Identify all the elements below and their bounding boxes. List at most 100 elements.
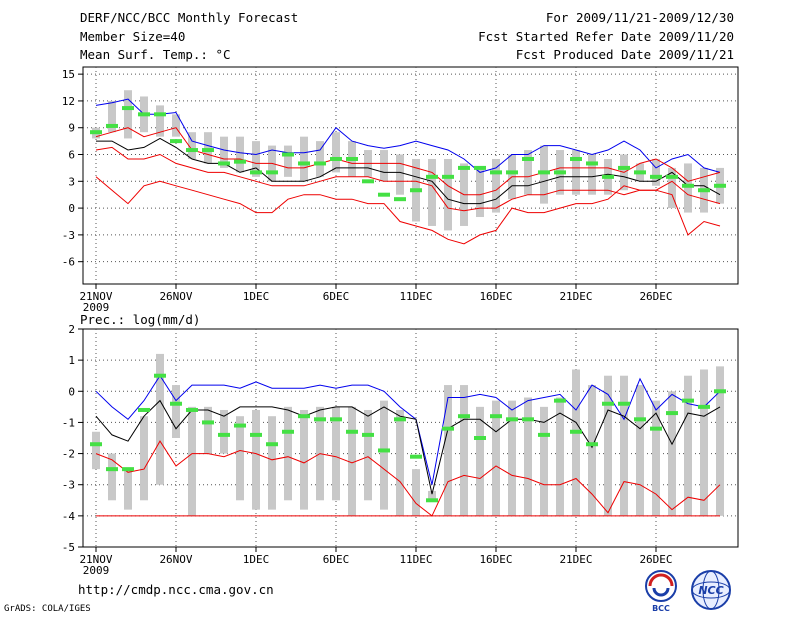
spread-bar <box>236 416 244 501</box>
observed-marker <box>314 417 326 422</box>
temperature-panel: -6 -3 0 3 6 9 12 15 21NOV 26NOV 1DEC 6DEC 11DEC 16DEC… <box>62 66 739 314</box>
y-tick-label: -5 <box>62 541 75 554</box>
observed-marker <box>682 183 694 188</box>
observed-marker <box>202 148 214 153</box>
observed-marker <box>442 174 454 179</box>
spread-bar <box>300 136 308 182</box>
observed-marker <box>618 165 630 170</box>
observed-marker <box>170 139 182 144</box>
observed-marker <box>394 417 406 422</box>
spread-bar <box>108 453 116 501</box>
observed-marker <box>426 498 438 503</box>
spread-bar <box>268 416 276 510</box>
logos: BCC NCC <box>645 570 731 613</box>
observed-marker <box>378 192 390 197</box>
observed-marker <box>650 426 662 431</box>
spread-bar <box>156 353 164 485</box>
fcst-start-date: Fcst Started Refer Date 2009/11/20 <box>478 29 734 44</box>
source-url[interactable]: http://cmdp.ncc.cma.gov.cn <box>78 582 274 597</box>
observed-marker <box>506 170 518 175</box>
x-year-label: 2009 <box>83 301 110 314</box>
spread-bar <box>220 409 228 454</box>
observed-marker <box>698 404 710 409</box>
observed-marker <box>714 183 726 188</box>
observed-marker <box>106 123 118 128</box>
series-line-max <box>95 374 721 485</box>
observed-marker <box>266 442 278 447</box>
observed-marker <box>250 432 262 437</box>
y-tick-label: 0 <box>68 385 75 398</box>
series-line-mean <box>96 137 721 205</box>
observed-marker <box>714 389 726 394</box>
observed-marker <box>538 432 550 437</box>
y-tick-label: 9 <box>68 122 75 135</box>
spread-bar <box>684 163 692 213</box>
spread-bar <box>572 150 580 195</box>
x-tick-label: 26DEC <box>639 553 672 566</box>
x-tick-label: 21NOV <box>79 290 112 303</box>
observed-marker <box>170 401 182 406</box>
observed-marker <box>234 159 246 164</box>
spread-bar <box>492 400 500 516</box>
observed-marker <box>490 414 502 419</box>
grads-credit: GrADS: COLA/IGES <box>4 604 91 614</box>
observed-marker <box>634 170 646 175</box>
series-line-upper_red <box>95 127 721 196</box>
observed-marker <box>586 161 598 166</box>
spread-bar <box>524 397 532 516</box>
spread-bar <box>508 400 516 516</box>
x-tick-label: 1DEC <box>243 290 270 303</box>
spread-bar <box>588 385 596 516</box>
observed-marker <box>314 161 326 166</box>
observed-marker <box>202 420 214 425</box>
spread-bar <box>476 167 484 218</box>
bcc-logo-icon: BCC <box>645 570 677 613</box>
x-tick-label: 6DEC <box>323 553 350 566</box>
spread-bar <box>460 385 468 516</box>
series-line-mean <box>95 399 721 495</box>
spread-bar <box>156 105 164 137</box>
observed-marker <box>250 170 262 175</box>
member-size: Member Size=40 <box>80 29 186 44</box>
spread-bar <box>396 409 404 516</box>
observed-marker <box>458 414 470 419</box>
precipitation-panel: -5 -4 -3 -2 -1 0 1 2 21NOV 26NOV 1DEC 6DEC 11DEC 16DE… <box>62 323 739 577</box>
y-tick-label: -3 <box>62 479 75 492</box>
observed-marker <box>570 156 582 161</box>
spread-bar <box>92 431 100 470</box>
spread-bar <box>652 158 660 186</box>
spread-bar <box>556 397 564 516</box>
spread-bar <box>252 409 260 510</box>
observed-marker <box>602 174 614 179</box>
observed-marker <box>570 429 582 434</box>
spread-bar <box>364 409 372 501</box>
observed-marker <box>186 148 198 153</box>
observed-marker <box>218 432 230 437</box>
spread-bar <box>636 385 644 516</box>
spread-bar <box>188 132 196 159</box>
spread-bar <box>492 158 500 213</box>
observed-marker <box>362 432 374 437</box>
spread-bar <box>540 406 548 516</box>
spread-bar <box>604 375 612 516</box>
observed-marker <box>394 197 406 202</box>
x-tick-label: 1DEC <box>243 553 270 566</box>
y-tick-label: 1 <box>68 354 75 367</box>
spread-bar <box>124 469 132 510</box>
series-line-min <box>95 440 721 517</box>
spread-bar <box>620 375 628 516</box>
y-tick-label: 3 <box>68 175 75 188</box>
x-tick-label: 26NOV <box>159 553 192 566</box>
observed-marker <box>698 188 710 193</box>
forecast-period: For 2009/11/21-2009/12/30 <box>545 10 734 25</box>
spread-bar <box>284 145 292 177</box>
y-tick-label: -6 <box>62 256 75 269</box>
observed-marker <box>298 414 310 419</box>
x-tick-label: 26DEC <box>639 290 672 303</box>
observed-marker <box>682 398 694 403</box>
observed-marker <box>506 417 518 422</box>
x-tick-label: 11DEC <box>399 290 432 303</box>
y-tick-label: -4 <box>62 510 76 523</box>
y-tick-label: -1 <box>62 416 75 429</box>
